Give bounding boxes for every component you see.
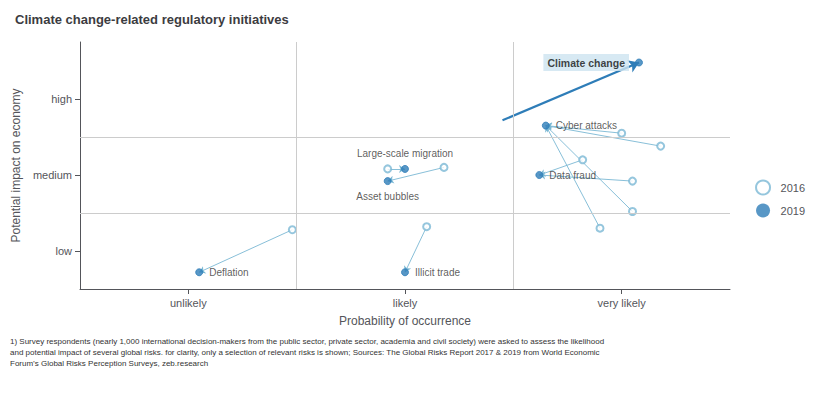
svg-text:Large-scale migration: Large-scale migration [357,148,453,159]
svg-text:likely: likely [393,297,418,309]
svg-text:very likely: very likely [598,297,647,309]
svg-text:Forum’s Global Risks Perceptio: Forum’s Global Risks Perception Surveys,… [10,359,208,368]
svg-text:and potential impact of severa: and potential impact of several global r… [10,348,600,357]
svg-text:2016: 2016 [781,182,805,194]
svg-text:Cyber attacks: Cyber attacks [556,120,617,131]
svg-text:Climate change-related regulat: Climate change-related regulatory initia… [15,12,289,27]
svg-text:high: high [51,93,72,105]
svg-text:Asset bubbles: Asset bubbles [356,191,419,202]
svg-text:Data fraud: Data fraud [549,170,596,181]
svg-text:Probability of occurrence: Probability of occurrence [339,314,471,328]
svg-text:Climate change: Climate change [547,57,625,69]
svg-text:1) Survey respondents (nearly: 1) Survey respondents (nearly 1,000 inte… [10,337,604,346]
svg-text:Illicit trade: Illicit trade [415,267,460,278]
svg-text:medium: medium [33,169,72,181]
svg-text:Deflation: Deflation [209,267,248,278]
svg-text:Potential impact on economy: Potential impact on economy [9,88,23,242]
svg-text:unlikely: unlikely [170,297,207,309]
svg-text:2019: 2019 [781,205,805,217]
svg-text:low: low [55,245,72,257]
